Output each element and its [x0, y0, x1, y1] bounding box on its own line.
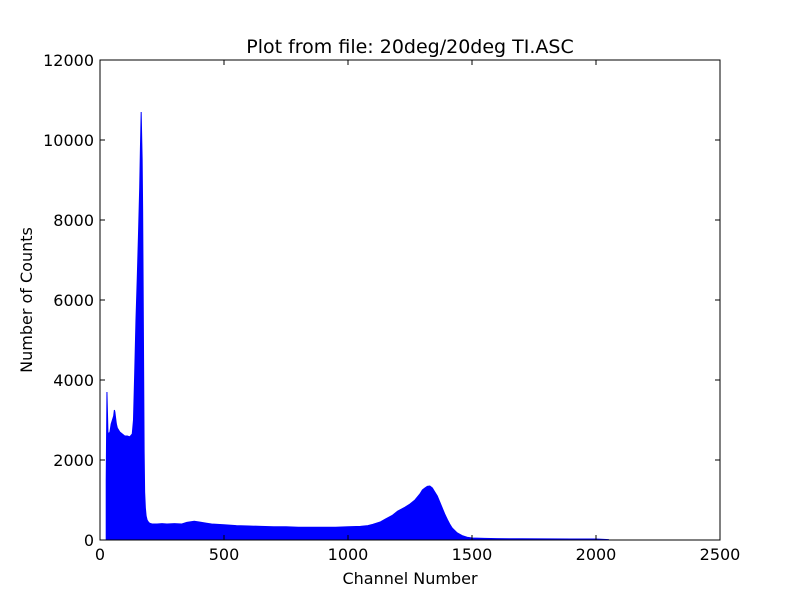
x-tick-label: 1500	[452, 545, 493, 564]
spectrum-area-series-0	[105, 111, 609, 541]
y-axis-label: Number of Counts	[17, 227, 36, 373]
axis-ticks: 0 500 1000 1500 2000 2500 0 2000 4000 6000 8000 100…	[43, 51, 740, 564]
x-tick-label: 2500	[700, 545, 741, 564]
x-tick-label: 1000	[328, 545, 369, 564]
y-tick-label: 0	[84, 531, 94, 550]
y-tick-label: 10000	[43, 131, 94, 150]
plot-frame	[99, 59, 721, 541]
y-tick-label: 12000	[43, 51, 94, 70]
x-tick-label: 0	[95, 545, 105, 564]
y-tick-label: 6000	[53, 291, 94, 310]
y-tick-label: 4000	[53, 371, 94, 390]
y-tick-label: 2000	[53, 451, 94, 470]
chart-title: Plot from file: 20deg/20deg TI.ASC	[246, 36, 573, 58]
x-axis-label: Channel Number	[342, 569, 477, 588]
plot-area	[105, 111, 609, 541]
x-tick-label: 2000	[576, 545, 617, 564]
y-tick-label: 8000	[53, 211, 94, 230]
x-tick-label: 500	[209, 545, 240, 564]
